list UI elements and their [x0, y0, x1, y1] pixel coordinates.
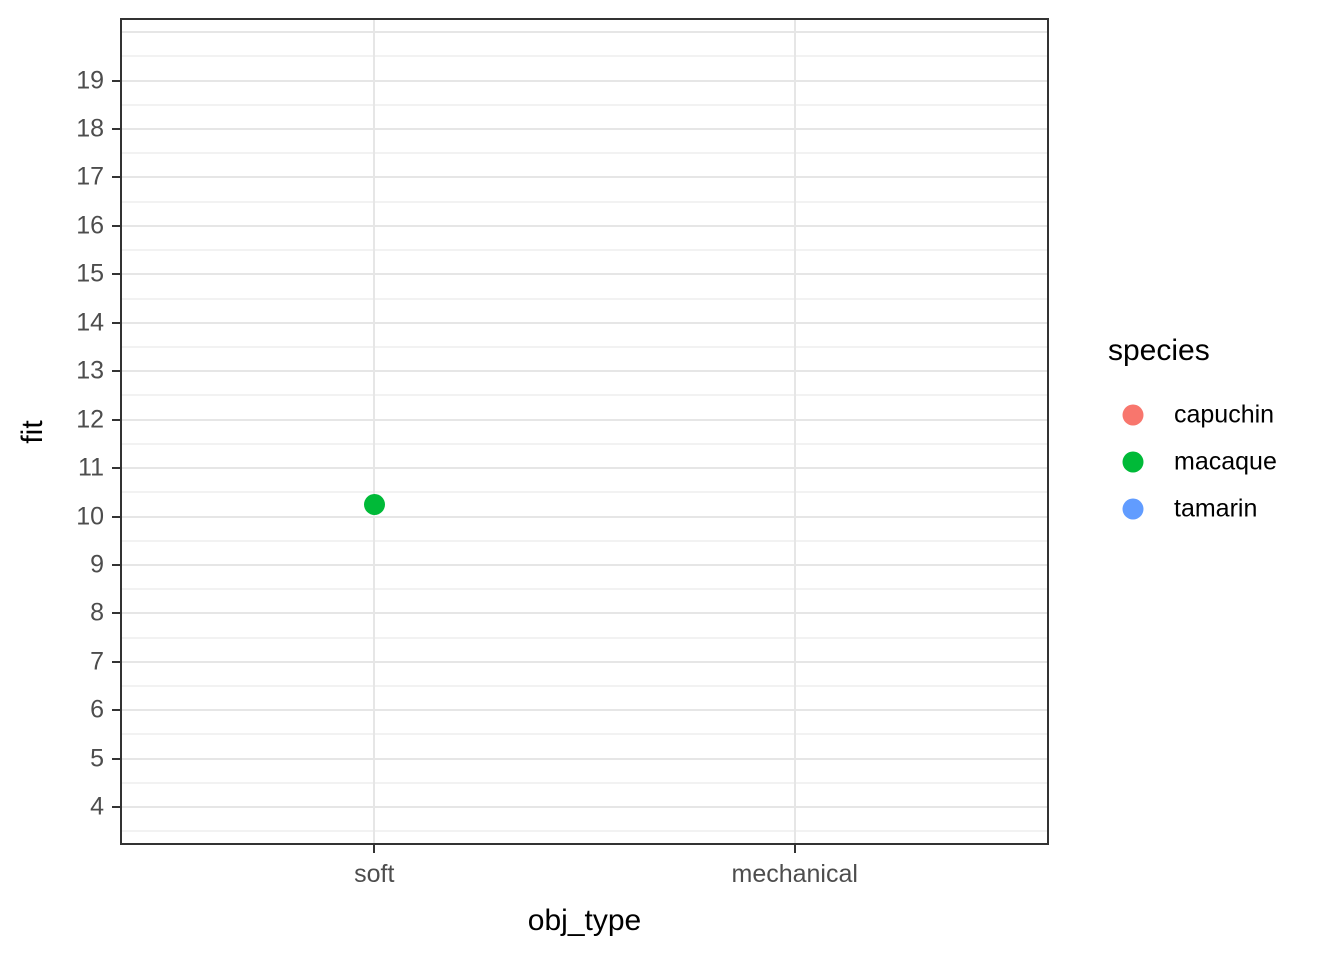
y-minor-gridline — [122, 685, 1047, 688]
y-tick-mark — [112, 612, 122, 615]
x-tick-label-mechanical: mechanical — [731, 860, 858, 888]
y-minor-gridline — [122, 249, 1047, 252]
y-minor-gridline — [122, 394, 1047, 397]
y-tick-mark — [112, 709, 122, 712]
y-major-gridline — [122, 515, 1047, 518]
y-minor-gridline — [122, 588, 1047, 591]
y-tick-label: 18 — [76, 114, 104, 143]
y-tick-mark — [112, 321, 122, 324]
y-tick-label: 6 — [90, 695, 104, 724]
y-minor-gridline — [122, 830, 1047, 833]
y-tick-mark — [112, 806, 122, 809]
y-tick-mark — [112, 757, 122, 760]
data-point-macaque — [363, 493, 385, 515]
y-tick-label: 14 — [76, 308, 104, 337]
y-minor-gridline — [122, 491, 1047, 494]
y-major-gridline — [122, 660, 1047, 663]
y-minor-gridline — [122, 200, 1047, 203]
y-tick-mark — [112, 273, 122, 276]
y-tick-label: 9 — [90, 550, 104, 579]
y-major-gridline — [122, 127, 1047, 130]
y-major-gridline — [122, 709, 1047, 712]
y-tick-mark — [112, 224, 122, 227]
x-axis-title: obj_type — [527, 904, 642, 937]
legend-key-tamarin — [1122, 498, 1144, 520]
y-axis-title: fit — [16, 419, 49, 444]
y-tick-mark — [112, 515, 122, 518]
y-tick-label: 13 — [76, 356, 104, 385]
y-minor-gridline — [122, 345, 1047, 348]
y-major-gridline — [122, 224, 1047, 227]
x-tick-mark — [793, 843, 796, 853]
y-tick-mark — [112, 563, 122, 566]
x-tick-label-soft: soft — [354, 860, 395, 888]
y-tick-label: 8 — [90, 598, 104, 627]
y-tick-mark — [112, 127, 122, 130]
y-tick-label: 7 — [90, 647, 104, 676]
legend-title: species — [1108, 334, 1210, 367]
y-tick-label: 19 — [76, 66, 104, 95]
y-tick-mark — [112, 176, 122, 179]
y-major-gridline — [122, 418, 1047, 421]
y-minor-gridline — [122, 539, 1047, 542]
y-major-gridline — [122, 806, 1047, 809]
plot-panel — [122, 20, 1047, 843]
y-minor-gridline — [122, 636, 1047, 639]
y-minor-gridline — [122, 55, 1047, 58]
y-major-gridline — [122, 79, 1047, 82]
y-major-gridline — [122, 176, 1047, 179]
legend-key-capuchin — [1122, 404, 1144, 426]
y-tick-label: 10 — [76, 502, 104, 530]
y-tick-mark — [112, 660, 122, 663]
y-major-gridline — [122, 612, 1047, 615]
x-major-gridline — [373, 20, 376, 843]
legend-key-macaque — [1122, 451, 1144, 473]
legend-label-macaque: macaque — [1174, 447, 1277, 476]
y-tick-label: 16 — [76, 211, 104, 240]
y-major-gridline — [122, 31, 1047, 34]
y-tick-label: 4 — [90, 792, 104, 821]
y-major-gridline — [122, 370, 1047, 373]
y-tick-mark — [112, 79, 122, 82]
y-tick-label: 15 — [76, 259, 104, 288]
y-tick-mark — [112, 418, 122, 421]
y-major-gridline — [122, 757, 1047, 760]
y-minor-gridline — [122, 781, 1047, 784]
y-tick-label: 5 — [90, 744, 104, 773]
y-tick-mark — [112, 370, 122, 373]
y-tick-mark — [112, 467, 122, 470]
y-minor-gridline — [122, 103, 1047, 106]
x-major-gridline — [793, 20, 796, 843]
y-major-gridline — [122, 467, 1047, 470]
legend-label-capuchin: capuchin — [1174, 400, 1275, 429]
y-minor-gridline — [122, 733, 1047, 736]
y-minor-gridline — [122, 442, 1047, 445]
y-tick-label: 17 — [76, 162, 104, 191]
y-major-gridline — [122, 321, 1047, 324]
y-minor-gridline — [122, 152, 1047, 155]
y-major-gridline — [122, 563, 1047, 566]
x-tick-mark — [373, 843, 376, 853]
y-major-gridline — [122, 273, 1047, 276]
y-minor-gridline — [122, 297, 1047, 300]
y-tick-label: 11 — [78, 453, 104, 482]
y-tick-label: 12 — [76, 405, 104, 434]
legend-label-tamarin: tamarin — [1174, 494, 1258, 523]
